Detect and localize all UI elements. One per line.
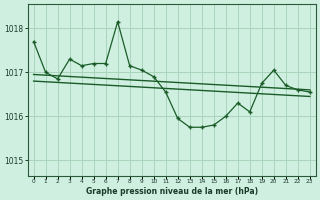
X-axis label: Graphe pression niveau de la mer (hPa): Graphe pression niveau de la mer (hPa) — [86, 187, 258, 196]
